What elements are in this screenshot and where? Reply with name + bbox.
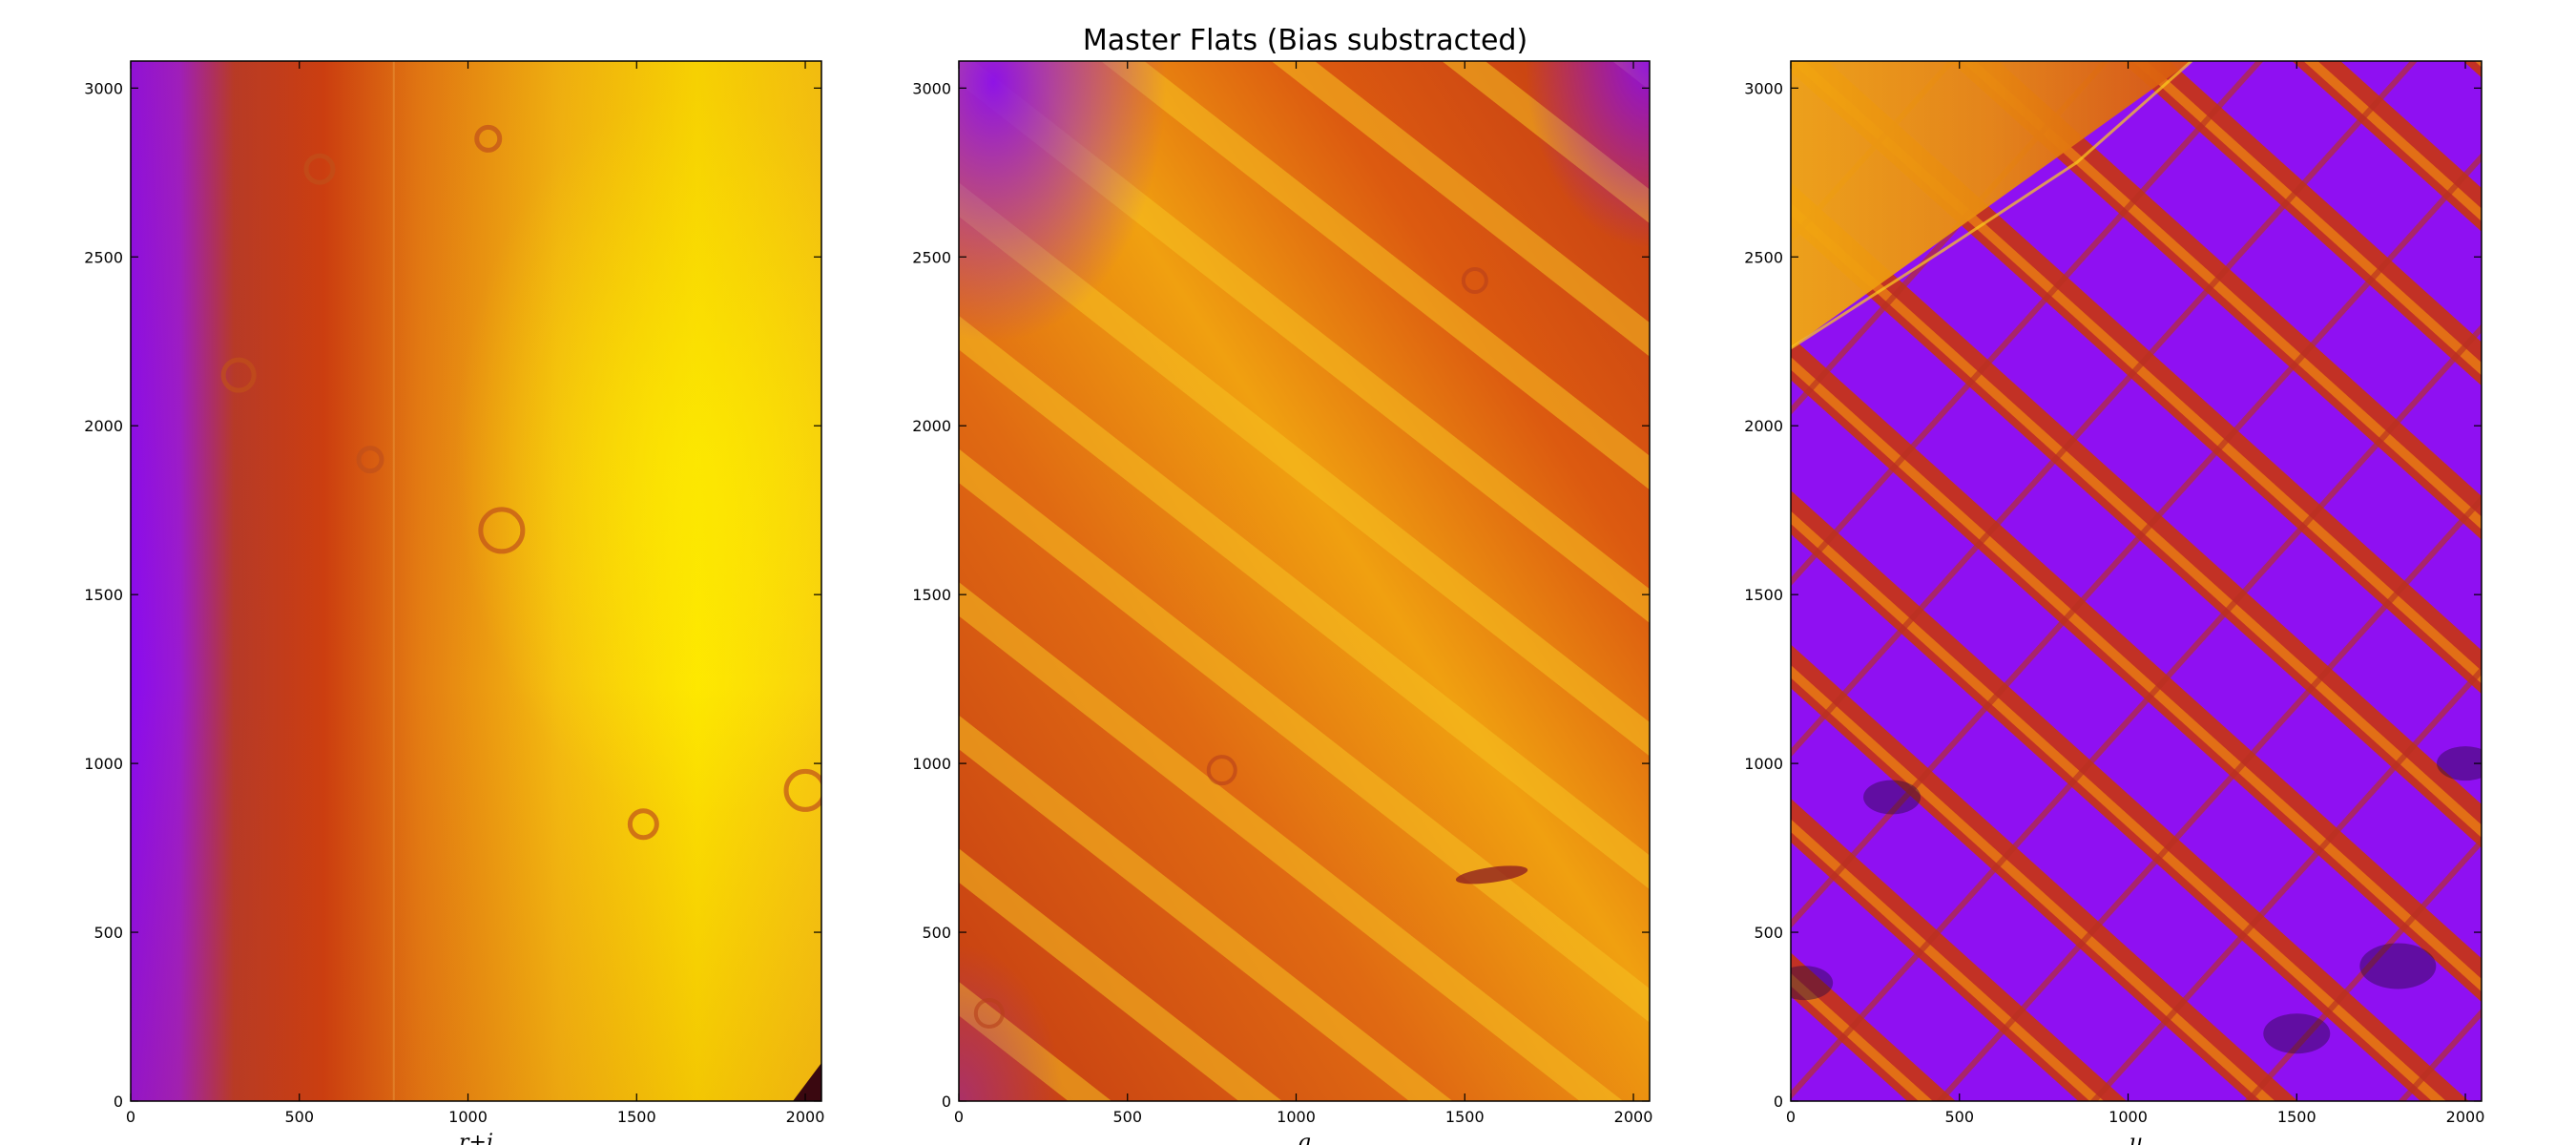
y-tick-label: 0 [942,1093,951,1111]
y-tick-label: 2500 [912,248,951,266]
y-tick-label: 500 [922,924,951,942]
dust-ring [303,153,336,185]
y-tick-label: 2000 [84,417,123,435]
dust-ring [783,768,821,812]
heatmap-image-ri [131,61,821,1101]
dust-ring [1206,755,1237,786]
dust-ring [474,124,503,153]
heatmap-image-u [1791,61,2482,1101]
y-tick-label: 1500 [84,586,123,604]
y-tick-label: 2500 [84,248,123,266]
x-axis-label: u [2129,1131,2143,1145]
x-tick-label: 500 [1944,1108,1974,1126]
x-tick-label: 0 [1786,1108,1796,1126]
panel-ri: 0 500 1000 1500 2000 0 500 1000 1500 2000 2500 3000… [84,60,825,1145]
y-tick-label: 3000 [84,79,123,97]
x-tick-label: 1500 [1445,1108,1485,1126]
axes-frame [1790,60,2483,1102]
y-tick-label: 1500 [912,586,951,604]
x-tick-label: 1500 [2277,1108,2316,1126]
y-tick-label: 3000 [1744,79,1783,97]
x-tick-label: 1000 [448,1108,488,1126]
y-tick-label: 1000 [912,755,951,773]
x-tick-label: 0 [126,1108,135,1126]
panels: 0 500 1000 1500 2000 0 500 1000 1500 2000 2500 3000… [84,60,2485,1145]
y-tick-label: 1000 [1744,755,1783,773]
figure-title: Master Flats (Bias substracted) [1083,24,1527,57]
y-tick-label: 1500 [1744,586,1783,604]
x-tick-label: 500 [1112,1108,1142,1126]
x-axis-label: r+i [459,1131,493,1145]
panel-u: 0 500 1000 1500 2000 0 500 1000 1500 2000 2500 3000… [1744,60,2485,1145]
y-tick-label: 0 [1774,1093,1783,1111]
y-tick-label: 1000 [84,755,123,773]
y-tick-label: 2500 [1744,248,1783,266]
smudge [1455,865,1528,885]
x-tick-label: 2000 [786,1108,825,1126]
x-axis-label: g [1298,1131,1311,1145]
heatmap-image-g [959,61,1650,1101]
x-tick-label: 1000 [1277,1108,1316,1126]
y-tick-label: 500 [93,924,123,942]
panel-g: 0 500 1000 1500 2000 0 500 1000 1500 2000 2500 3000… [912,60,1653,1145]
y-tick-label: 2000 [912,417,951,435]
dust-ring [973,997,1005,1029]
y-tick-label: 500 [1754,924,1783,942]
y-tick-label: 2000 [1744,417,1783,435]
y-tick-label: 3000 [912,79,951,97]
axes-frame [130,60,822,1102]
x-tick-label: 1000 [2109,1108,2148,1126]
x-tick-label: 2000 [2446,1108,2485,1126]
x-tick-label: 1500 [617,1108,656,1126]
axes-frame [958,60,1651,1102]
x-tick-label: 500 [284,1108,314,1126]
dust-ring [478,507,526,554]
dust-ring [1461,267,1488,295]
dust-ring [220,357,257,393]
dust-ring [627,808,659,841]
dust-ring [356,446,384,474]
y-tick-label: 0 [114,1093,123,1111]
x-tick-label: 2000 [1614,1108,1653,1126]
x-tick-label: 0 [954,1108,964,1126]
